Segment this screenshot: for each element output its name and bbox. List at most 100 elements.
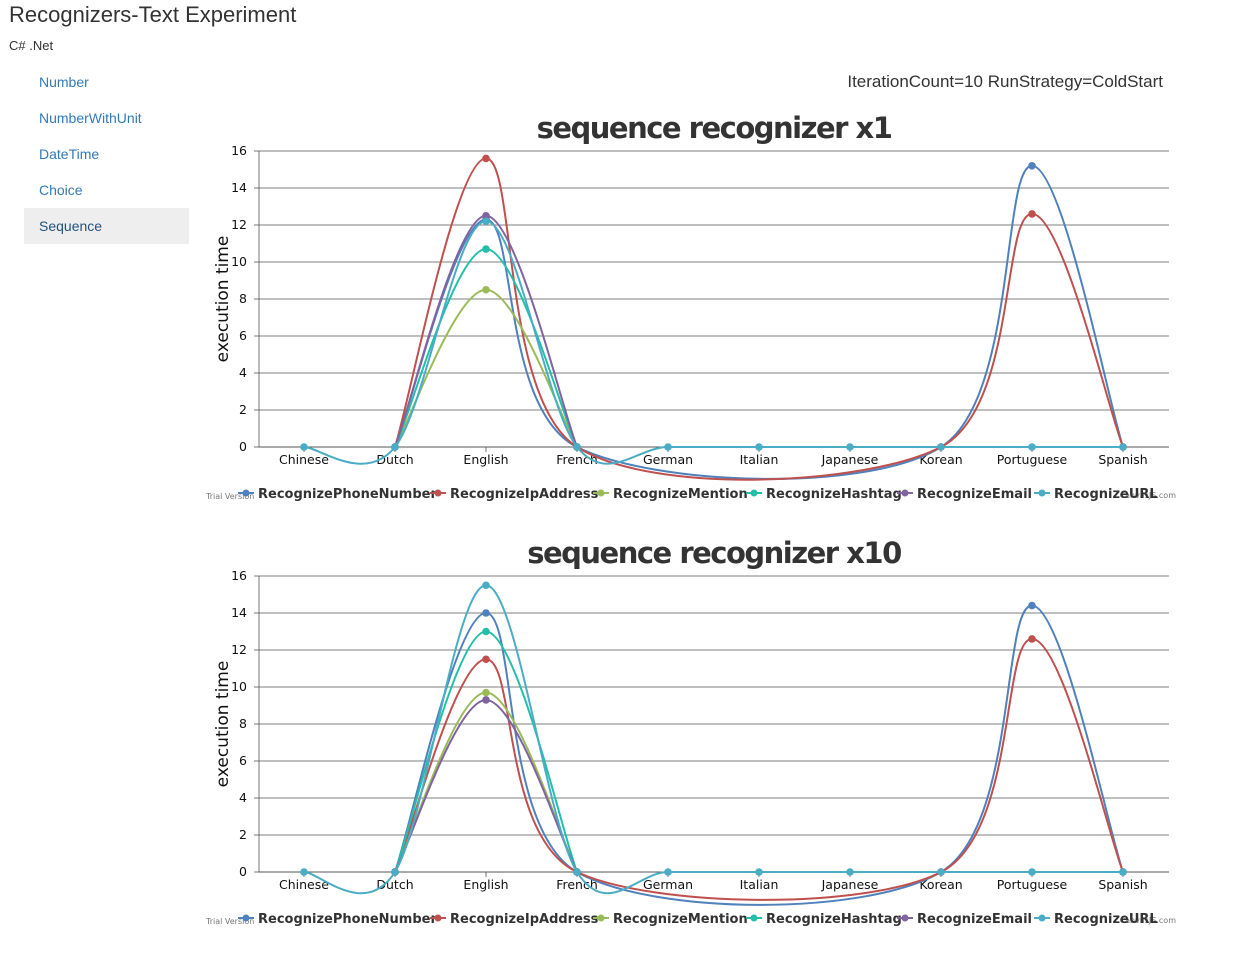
watermark-credit[interactable]: CanvasJS.com bbox=[1120, 491, 1177, 500]
legend-marker bbox=[750, 914, 758, 922]
data-point-recognizeipaddress[interactable] bbox=[482, 655, 490, 664]
data-point-recognizeipaddress[interactable] bbox=[1028, 635, 1036, 643]
data-point-recognizeurl[interactable] bbox=[1028, 868, 1036, 876]
data-point-recognizeurl[interactable] bbox=[482, 217, 490, 226]
legend-item-recognizehashtag[interactable]: RecognizeHashtag bbox=[746, 912, 902, 927]
data-point-recognizeurl[interactable] bbox=[937, 443, 945, 451]
x-tick-label: Korean bbox=[919, 877, 962, 892]
data-point-recognizeurl[interactable] bbox=[391, 868, 399, 876]
watermark-trial: Trial Version bbox=[205, 492, 254, 501]
chart-x10: sequence recognizer x10 0 2 4 6 8 10 12 14 16 exec… bbox=[200, 525, 1190, 955]
data-point-recognizeurl[interactable] bbox=[664, 443, 672, 451]
legend-item-recognizeipaddress[interactable]: RecognizeIpAddress bbox=[430, 487, 599, 502]
data-point-recognizeipaddress[interactable] bbox=[482, 154, 490, 163]
legend-label: RecognizeEmail bbox=[917, 912, 1032, 927]
legend-marker bbox=[242, 914, 250, 922]
legend-marker bbox=[901, 489, 909, 497]
sidebar-item-numberwithunit[interactable]: NumberWithUnit bbox=[39, 110, 142, 126]
y-tick-label: 6 bbox=[239, 753, 247, 768]
x-tick-label: Portuguese bbox=[997, 452, 1068, 467]
data-point-recognizeemail[interactable] bbox=[482, 696, 490, 704]
legend-marker bbox=[1038, 914, 1046, 922]
run-info: IterationCount=10 RunStrategy=ColdStart bbox=[847, 72, 1163, 91]
series-line-recognizehashtag bbox=[394, 630, 578, 873]
x-tick-label: Chinese bbox=[279, 452, 329, 467]
legend-item-recognizemention[interactable]: RecognizeMention bbox=[593, 912, 748, 927]
y-axis-title: execution time bbox=[213, 236, 233, 363]
legend-item-recognizeurl[interactable]: RecognizeURL bbox=[1034, 912, 1158, 927]
data-point-recognizeurl[interactable] bbox=[482, 581, 490, 590]
data-point-recognizeurl[interactable] bbox=[573, 868, 581, 876]
y-tick-label: 14 bbox=[231, 605, 247, 620]
y-tick-label: 4 bbox=[239, 790, 247, 805]
x-tick-label: Spanish bbox=[1098, 877, 1147, 892]
x-tick-label: French bbox=[556, 877, 598, 892]
x-tick-label: Japanese bbox=[821, 877, 879, 892]
data-point-recognizehashtag[interactable] bbox=[482, 627, 490, 636]
legend-item-recognizeipaddress[interactable]: RecognizeIpAddress bbox=[430, 912, 599, 927]
legend-item-recognizeemail[interactable]: RecognizeEmail bbox=[897, 912, 1032, 927]
x-tick-label: Japanese bbox=[821, 452, 879, 467]
data-point-recognizephonenumber[interactable] bbox=[482, 609, 490, 617]
legend-item-recognizehashtag[interactable]: RecognizeHashtag bbox=[746, 487, 902, 502]
legend-label: RecognizeURL bbox=[1054, 912, 1158, 927]
legend-label: RecognizeHashtag bbox=[766, 487, 902, 502]
data-point-recognizephonenumber[interactable] bbox=[1028, 162, 1036, 170]
x-tick-label: French bbox=[556, 452, 598, 467]
legend-label: RecognizeIpAddress bbox=[450, 912, 599, 927]
data-point-recognizeurl[interactable] bbox=[937, 868, 945, 876]
data-point-recognizemention[interactable] bbox=[482, 285, 490, 294]
legend-item-recognizeurl[interactable]: RecognizeURL bbox=[1034, 487, 1158, 502]
data-point-recognizeurl[interactable] bbox=[755, 443, 763, 451]
legend-label: RecognizeEmail bbox=[917, 487, 1032, 502]
data-point-recognizeurl[interactable] bbox=[1028, 443, 1036, 451]
legend-marker bbox=[901, 914, 909, 922]
data-point-recognizeurl[interactable] bbox=[1119, 868, 1127, 876]
y-tick-label: 10 bbox=[231, 679, 247, 694]
sidebar-item-choice[interactable]: Choice bbox=[39, 182, 83, 198]
data-point-recognizeipaddress[interactable] bbox=[1028, 210, 1036, 218]
y-tick-label: 10 bbox=[231, 254, 247, 269]
legend-label: RecognizeMention bbox=[613, 487, 748, 502]
data-point-recognizeurl[interactable] bbox=[846, 443, 854, 451]
data-point-recognizeurl[interactable] bbox=[391, 443, 399, 451]
sidebar-item-number[interactable]: Number bbox=[39, 74, 89, 90]
data-point-recognizeurl[interactable] bbox=[573, 443, 581, 451]
data-point-recognizemention[interactable] bbox=[482, 688, 490, 697]
legend-item-recognizemention[interactable]: RecognizeMention bbox=[593, 487, 748, 502]
watermark-credit[interactable]: CanvasJS.com bbox=[1120, 916, 1177, 925]
series-line-recognizeipaddress bbox=[394, 637, 1124, 901]
y-tick-label: 4 bbox=[239, 365, 247, 380]
data-point-recognizeurl[interactable] bbox=[755, 868, 763, 876]
legend-marker bbox=[434, 914, 442, 922]
legend-label: RecognizeURL bbox=[1054, 487, 1158, 502]
legend-marker bbox=[597, 914, 605, 922]
legend-item-recognizephonenumber[interactable]: RecognizePhoneNumber bbox=[238, 487, 437, 502]
y-tick-label: 2 bbox=[239, 402, 247, 417]
data-point-recognizeurl[interactable] bbox=[1119, 443, 1127, 451]
y-tick-label: 14 bbox=[231, 180, 247, 195]
data-point-recognizephonenumber[interactable] bbox=[1028, 601, 1036, 610]
y-tick-label: 2 bbox=[239, 827, 247, 842]
sidebar-item-datetime[interactable]: DateTime bbox=[39, 146, 100, 162]
data-point-recognizeurl[interactable] bbox=[300, 868, 308, 876]
legend-item-recognizeemail[interactable]: RecognizeEmail bbox=[897, 487, 1032, 502]
series-line-recognizeurl bbox=[303, 220, 1123, 465]
data-point-recognizeurl[interactable] bbox=[846, 868, 854, 876]
chart-title: sequence recognizer x1 bbox=[537, 111, 892, 145]
y-tick-label: 8 bbox=[239, 716, 247, 731]
x-tick-label: German bbox=[643, 877, 693, 892]
series-line-recognizeurl bbox=[303, 584, 1123, 895]
data-point-recognizeurl[interactable] bbox=[300, 443, 308, 451]
legend-marker bbox=[750, 489, 758, 497]
sidebar-item-sequence[interactable]: Sequence bbox=[24, 208, 189, 244]
legend-marker bbox=[1038, 489, 1046, 497]
data-point-recognizehashtag[interactable] bbox=[482, 245, 490, 253]
y-tick-label: 8 bbox=[239, 291, 247, 306]
legend-item-recognizephonenumber[interactable]: RecognizePhoneNumber bbox=[238, 912, 437, 927]
x-tick-label: Portuguese bbox=[997, 877, 1068, 892]
data-point-recognizeemail[interactable] bbox=[482, 211, 490, 220]
data-point-recognizeurl[interactable] bbox=[664, 868, 672, 876]
y-tick-label: 0 bbox=[239, 439, 247, 454]
y-tick-label: 0 bbox=[239, 864, 247, 879]
